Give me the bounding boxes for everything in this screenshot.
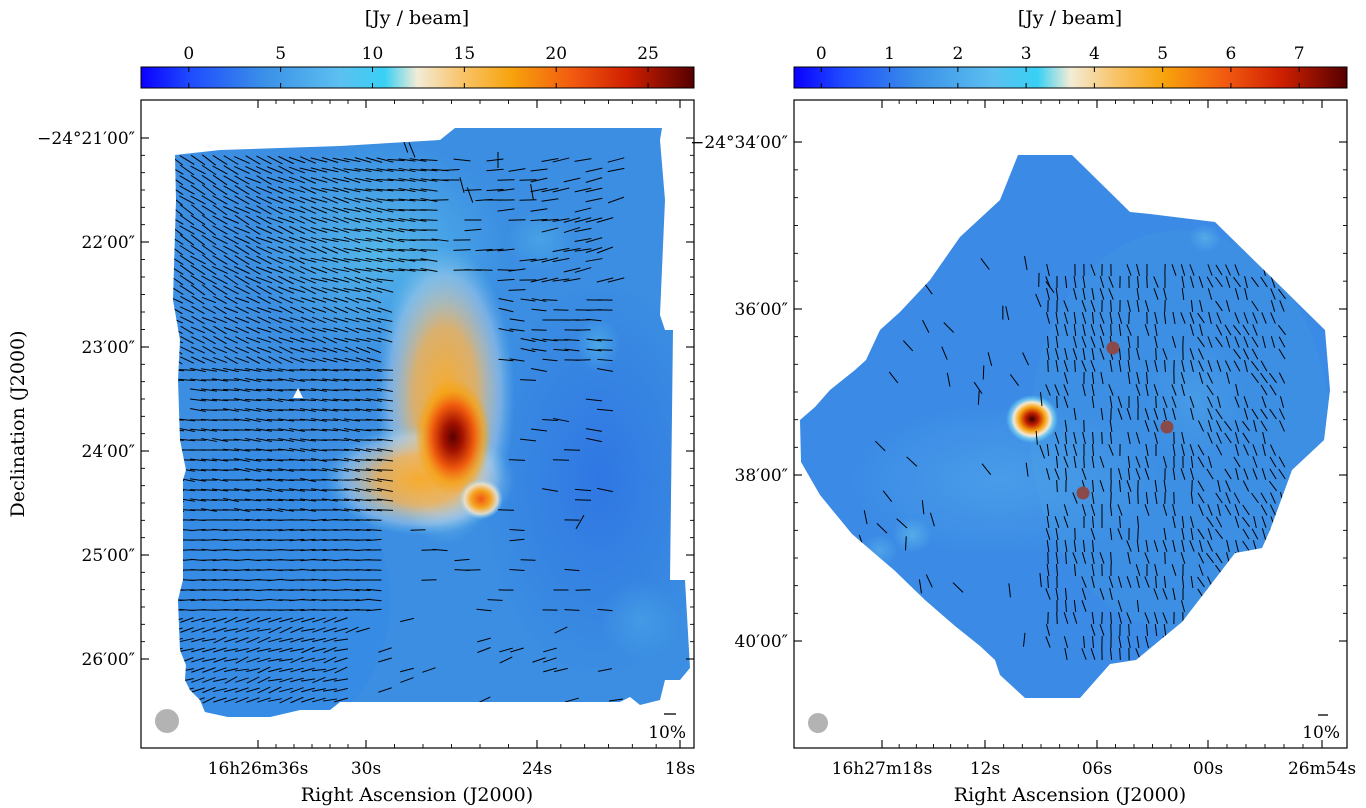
right-xlabel: Right Ascension (J2000) bbox=[954, 784, 1186, 806]
left-colorbar-tick-label: 5 bbox=[275, 44, 286, 64]
right-beam bbox=[808, 713, 828, 733]
left-scale-bar: 10% bbox=[648, 713, 686, 743]
right-colorbar-tick-label: 2 bbox=[952, 44, 963, 64]
left-panel: [Jy / beam] 0 5 10 15 20 25 10% 16h26 bbox=[7, 7, 695, 806]
right-colorbar-bar bbox=[793, 66, 1348, 89]
right-panel: [Jy / beam] 0 1 2 3 4 5 6 7 10% 16h27m18s 12s 0 bbox=[690, 7, 1356, 806]
left-colorbar-ticks: 0 5 10 15 20 25 bbox=[183, 44, 659, 88]
left-xtick-2: 30s bbox=[351, 759, 381, 779]
right-xtick-4: 00s bbox=[1193, 759, 1223, 779]
left-xtick-3: 24s bbox=[522, 759, 552, 779]
right-colorbar-tick-label: 4 bbox=[1089, 44, 1100, 64]
right-polarization-vectors bbox=[827, 256, 1287, 661]
right-colorbar-tick-label: 3 bbox=[1021, 44, 1032, 64]
left-xtick-4: 18s bbox=[665, 759, 695, 779]
right-ytick-2: 36′00″ bbox=[735, 300, 788, 320]
right-intensity-map bbox=[800, 155, 1330, 698]
left-intensity-map bbox=[173, 128, 690, 717]
left-colorbar-label: [Jy / beam] bbox=[365, 7, 469, 29]
left-ytick-6: 26′00″ bbox=[82, 650, 135, 670]
left-xtick-1: 16h26m36s bbox=[208, 759, 309, 779]
left-colorbar-tick-label: 10 bbox=[362, 44, 384, 64]
right-xtick-5: 26m54s bbox=[1288, 759, 1356, 779]
left-ytick-3: 23′00″ bbox=[82, 338, 135, 358]
left-colorbar: [Jy / beam] 0 5 10 15 20 25 bbox=[140, 7, 695, 89]
left-beam bbox=[155, 709, 179, 733]
right-source-marker-1 bbox=[1106, 341, 1120, 355]
right-colorbar-ticks: 0 1 2 3 4 5 6 7 bbox=[816, 44, 1305, 88]
left-colorbar-bar bbox=[140, 66, 695, 89]
left-colorbar-tick-label: 25 bbox=[637, 44, 659, 64]
left-scale-bar-label: 10% bbox=[648, 723, 686, 743]
right-ytick-3: 38′00″ bbox=[735, 466, 788, 486]
left-colorbar-tick-label: 20 bbox=[545, 44, 567, 64]
left-axis-ticks bbox=[141, 100, 694, 748]
right-colorbar-tick-label: 6 bbox=[1226, 44, 1237, 64]
right-colorbar-tick-label: 5 bbox=[1157, 44, 1168, 64]
right-colorbar-tick-label: 0 bbox=[816, 44, 827, 64]
right-xtick-2: 12s bbox=[970, 759, 1000, 779]
left-triangle-marker bbox=[293, 388, 303, 398]
right-axis-ticks bbox=[794, 100, 1347, 748]
right-scale-bar: 10% bbox=[1302, 714, 1340, 743]
right-scale-bar-label: 10% bbox=[1302, 723, 1340, 743]
right-colorbar-tick-label: 1 bbox=[884, 44, 895, 64]
left-ytick-2: 22′00″ bbox=[82, 233, 135, 253]
left-ytick-4: 24′00″ bbox=[82, 442, 135, 462]
right-colorbar-tick-label: 7 bbox=[1294, 44, 1305, 64]
left-xlabel: Right Ascension (J2000) bbox=[301, 784, 533, 806]
left-colorbar-tick-label: 15 bbox=[454, 44, 476, 64]
left-polarization-vectors bbox=[173, 137, 625, 704]
right-xtick-1: 16h27m18s bbox=[832, 759, 933, 779]
left-colorbar-tick-label: 0 bbox=[183, 44, 194, 64]
left-ylabel: Declination (J2000) bbox=[7, 330, 29, 517]
right-colorbar-label: [Jy / beam] bbox=[1018, 7, 1122, 29]
right-colorbar: [Jy / beam] 0 1 2 3 4 5 6 7 bbox=[793, 7, 1348, 89]
left-ytick-5: 25′00″ bbox=[82, 546, 135, 566]
right-xtick-3: 06s bbox=[1082, 759, 1112, 779]
right-ytick-1: −24°34′00″ bbox=[690, 133, 788, 153]
left-ytick-1: −24°21′00″ bbox=[37, 129, 135, 149]
right-ytick-4: 40′00″ bbox=[735, 632, 788, 652]
right-source-marker-2 bbox=[1160, 420, 1174, 434]
right-source-marker-3 bbox=[1076, 486, 1090, 500]
